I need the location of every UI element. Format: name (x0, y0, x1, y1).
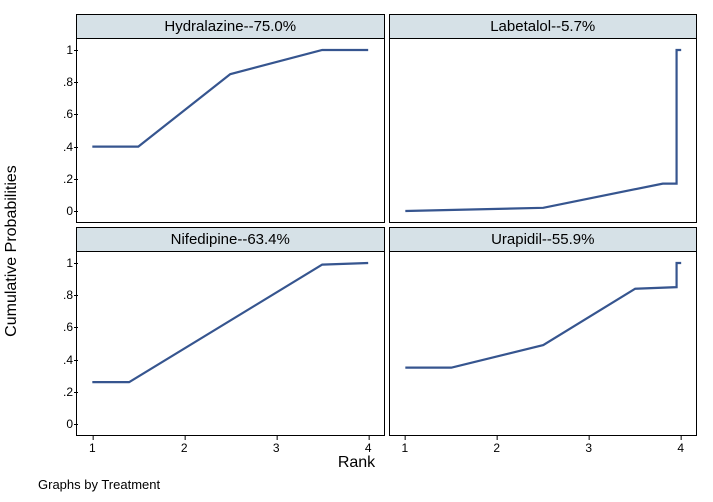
series-line (390, 39, 697, 222)
panel-title: Hydralazine--75.0% (76, 14, 385, 38)
figure: Cumulative Probabilities Rank Graphs by … (8, 8, 705, 494)
y-ticks: 0 .2 .4 .6 .8 1 (43, 39, 73, 222)
x-tick: 2 (493, 441, 500, 455)
series-line (77, 39, 384, 222)
y-tick: .6 (43, 320, 73, 334)
x-tick: 1 (89, 441, 96, 455)
panel-title: Urapidil--55.9% (389, 227, 698, 251)
panel-body: 1234 (389, 251, 698, 436)
y-tick: 1 (43, 256, 73, 270)
y-tick: .2 (43, 385, 73, 399)
panel-body: 0.2.4.6.811234 (76, 251, 385, 436)
x-tick: 4 (677, 441, 684, 455)
panel: Labetalol--5.7% (389, 14, 698, 223)
y-tick: .8 (43, 75, 73, 89)
y-tick: 0 (43, 204, 73, 218)
panel-title: Labetalol--5.7% (389, 14, 698, 38)
x-tick: 3 (585, 441, 592, 455)
y-tick: .4 (43, 140, 73, 154)
x-tick: 4 (365, 441, 372, 455)
panel-body: 0.2.4.6.81 (76, 38, 385, 223)
footnote: Graphs by Treatment (38, 477, 160, 492)
y-tick: .2 (43, 172, 73, 186)
x-tick: 2 (181, 441, 188, 455)
panel-title: Nifedipine--63.4% (76, 227, 385, 251)
panel: Nifedipine--63.4%0.2.4.6.811234 (76, 227, 385, 436)
series-line (390, 252, 697, 435)
panel: Hydralazine--75.0%0.2.4.6.81 (76, 14, 385, 223)
y-axis-label: Cumulative Probabilities (3, 165, 21, 337)
y-tick: 1 (43, 43, 73, 57)
y-tick: .6 (43, 107, 73, 121)
y-tick: 0 (43, 417, 73, 431)
y-tick: .4 (43, 353, 73, 367)
x-tick: 1 (401, 441, 408, 455)
y-ticks: 0 .2 .4 .6 .8 1 (43, 252, 73, 435)
panel-body (389, 38, 698, 223)
x-ticks: 1 2 3 4 (77, 437, 384, 457)
x-ticks: 1 2 3 4 (390, 437, 697, 457)
panel: Urapidil--55.9%1234 (389, 227, 698, 436)
y-tick: .8 (43, 288, 73, 302)
panel-grid: Hydralazine--75.0%0.2.4.6.81Labetalol--5… (76, 14, 697, 436)
x-tick: 3 (273, 441, 280, 455)
series-line (77, 252, 384, 435)
